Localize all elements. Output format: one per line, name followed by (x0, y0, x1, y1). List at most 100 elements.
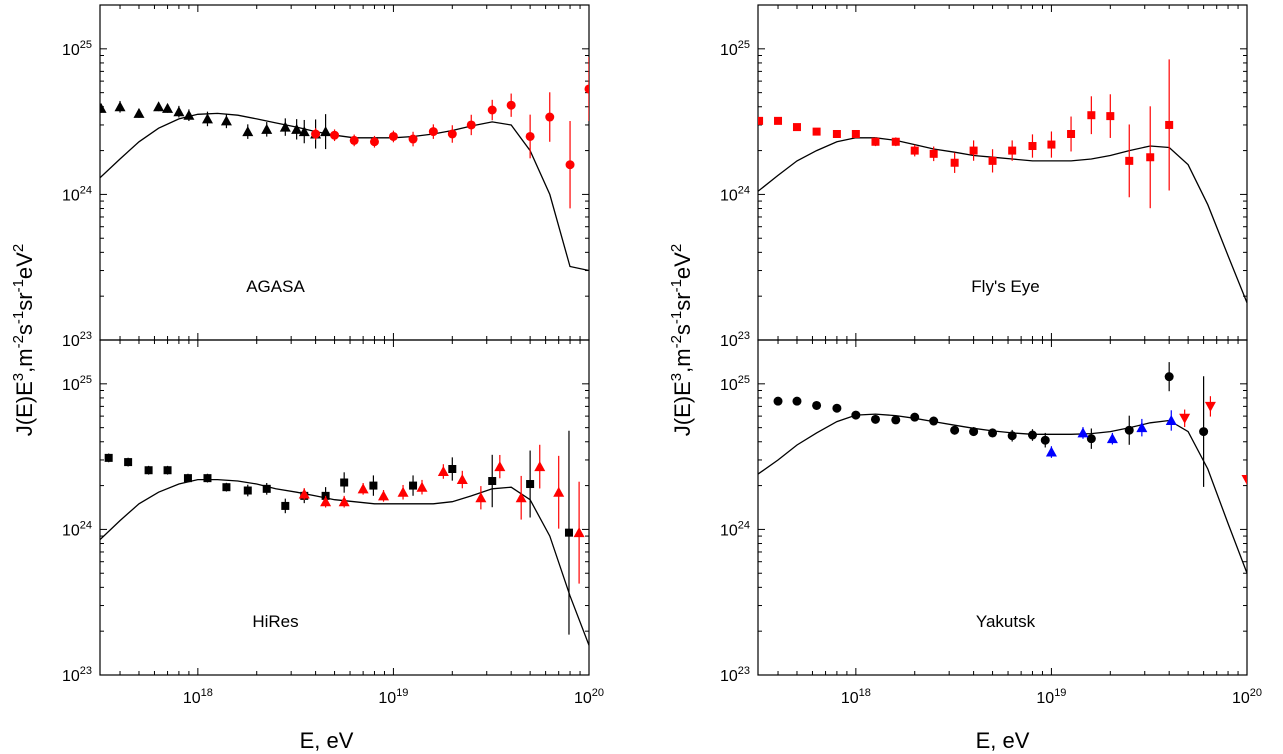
data-point (774, 116, 783, 125)
data-point (428, 127, 438, 137)
data-point (1077, 427, 1089, 438)
data-point (526, 480, 535, 489)
data-point (565, 160, 575, 170)
data-point (988, 428, 998, 438)
data-point (545, 112, 555, 122)
series-1-triangle-up (100, 100, 332, 150)
y-tick-label: 1025 (720, 374, 750, 394)
panel-label: Fly's Eye (971, 277, 1039, 296)
data-point (812, 400, 822, 410)
data-point (173, 106, 185, 117)
data-point (1146, 153, 1155, 162)
data-point (1045, 446, 1057, 457)
x-tick-label: 1020 (574, 687, 604, 707)
data-point (291, 123, 303, 134)
y-axis-label: J(E)E3,m-2s-1sr-1eV2 (668, 244, 695, 436)
data-point (369, 481, 378, 490)
data-point (1047, 140, 1056, 149)
data-point (447, 129, 457, 139)
data-point (832, 129, 841, 138)
data-point (475, 492, 487, 503)
data-point (1027, 430, 1037, 440)
axis-ticks (100, 4, 590, 341)
data-point (183, 474, 192, 483)
data-point (1007, 431, 1017, 441)
data-point (969, 146, 978, 155)
y-axis-label: J(E)E3,m-2s-1sr-1eV2 (10, 244, 37, 436)
data-point (163, 466, 172, 475)
data-point (929, 149, 938, 158)
model-curve (100, 112, 589, 272)
model-curve-group (758, 137, 1247, 304)
y-tick-label: 1023 (62, 665, 92, 685)
data-point (100, 102, 107, 113)
data-point (950, 425, 960, 435)
panel-label: AGASA (246, 277, 305, 296)
data-point (330, 130, 340, 140)
model-curve-group (758, 413, 1247, 574)
x-tick-label: 1018 (183, 687, 213, 707)
data-point (1165, 120, 1174, 129)
data-point (408, 134, 418, 144)
data-point (1086, 434, 1096, 444)
data-point (456, 474, 468, 485)
series-1-square (758, 59, 1174, 209)
data-point (338, 496, 350, 507)
data-point (261, 123, 273, 134)
plot-frame (757, 339, 1248, 676)
x-tick-label: 1019 (1036, 687, 1066, 707)
data-point (144, 466, 153, 475)
data-point (773, 396, 783, 406)
data-point (298, 488, 310, 499)
data-point (525, 131, 535, 141)
data-point (1199, 427, 1209, 437)
data-points (773, 362, 1247, 487)
data-point (553, 486, 565, 497)
series-1-circle (773, 362, 1209, 487)
data-point (349, 135, 359, 145)
data-points (104, 430, 585, 635)
panel-hires: 1023 1024 1025 1018 1019 1020 HiRes (62, 339, 604, 707)
data-point (1106, 112, 1115, 121)
model-curve (758, 413, 1247, 574)
data-point (437, 465, 449, 476)
data-point (506, 100, 516, 110)
data-point (466, 120, 476, 130)
data-point (311, 129, 321, 139)
data-point (397, 486, 409, 497)
data-point (448, 464, 457, 473)
data-point (758, 116, 764, 125)
data-point (153, 101, 165, 112)
data-point (262, 484, 271, 493)
plot-frame (99, 4, 590, 341)
y-tick-label: 1025 (720, 39, 750, 59)
data-point (203, 474, 212, 483)
data-point (1179, 413, 1191, 424)
data-point (891, 137, 900, 146)
y-tick-label: 1024 (62, 184, 92, 204)
data-point (1241, 475, 1247, 486)
data-point (281, 501, 290, 510)
data-point (851, 129, 860, 138)
data-point (124, 458, 133, 467)
data-point (488, 477, 497, 486)
data-point (1125, 156, 1134, 165)
data-points (100, 56, 589, 209)
axis-ticks (758, 339, 1248, 676)
series-2-triangle-up (1045, 410, 1177, 458)
data-point (183, 109, 195, 120)
series-2-circle (311, 56, 589, 209)
panel-yakutsk: 1023 1024 1025 1018 1019 1020 Yakutsk (720, 339, 1262, 707)
x-tick-label: 1019 (378, 687, 408, 707)
data-point (279, 121, 291, 132)
data-point (494, 461, 506, 472)
data-point (242, 126, 254, 137)
x-tick-label: 1020 (1232, 687, 1262, 707)
data-point (832, 403, 842, 413)
y-tick-label: 1024 (62, 519, 92, 539)
data-point (851, 410, 861, 420)
data-point (950, 158, 959, 167)
x-axis-label: E, eV (976, 728, 1030, 753)
data-point (1164, 372, 1174, 382)
